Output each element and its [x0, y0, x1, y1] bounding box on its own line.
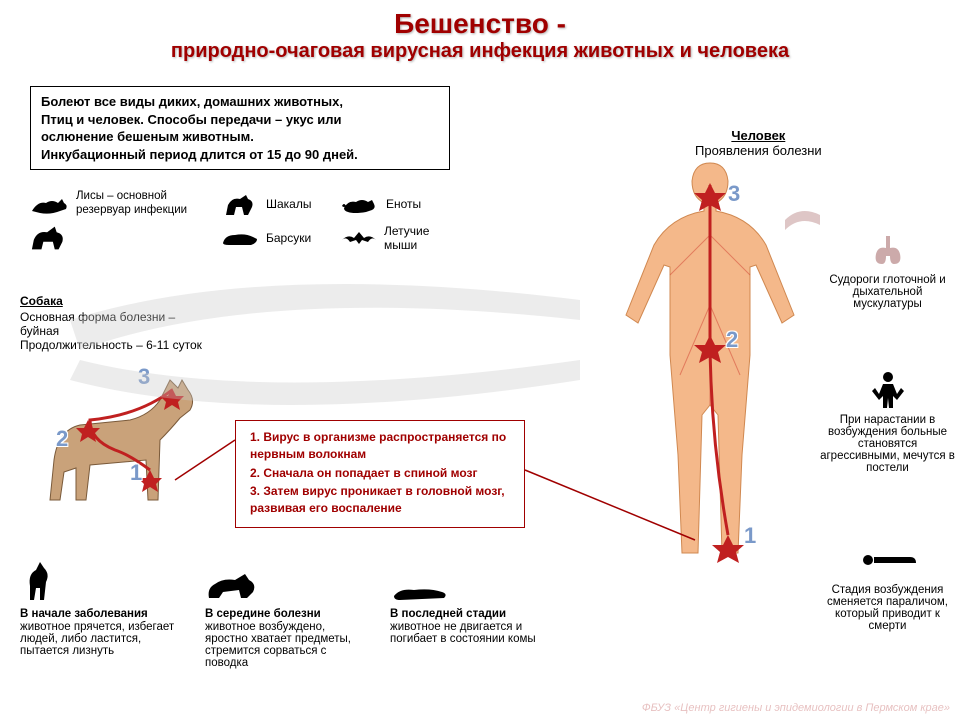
connector-human	[520, 460, 700, 550]
intro-box: Болеют все виды диких, домашних животных…	[30, 86, 450, 170]
symptom-3: Стадия возбуждения сменяется параличом, …	[820, 540, 955, 632]
human-title: Человек	[695, 128, 822, 143]
person-agitated-icon	[820, 370, 955, 410]
animal-label: Летучие мыши	[384, 224, 450, 252]
symptom-1: Судороги глоточной и дыхательной мускула…	[820, 230, 955, 310]
animal-label: Шакалы	[266, 197, 312, 211]
virus-steps-box: Вирус в организме распространяется по не…	[235, 420, 525, 528]
title-main: Бешенство -	[0, 8, 960, 40]
symptom-text: Стадия возбуждения сменяется параличом, …	[820, 584, 955, 632]
stage-text: животное прячется, избегает людей, либо …	[20, 621, 185, 657]
intro-line: Птиц и человек. Способы передачи – укус …	[41, 111, 439, 129]
lungs-icon	[820, 230, 955, 270]
person-lying-icon	[820, 540, 955, 580]
raccoon-icon	[340, 191, 380, 217]
animal-label: Еноты	[386, 197, 421, 211]
dog-num-2: 2	[56, 426, 68, 452]
animal-label: Барсуки	[266, 231, 311, 245]
stage-title: В начале заболевания	[20, 608, 185, 620]
symptom-text: Судороги глоточной и дыхательной мускула…	[820, 274, 955, 310]
virus-step: Затем вирус проникает в головной мозг, р…	[250, 483, 514, 517]
dog-section: Собака Основная форма болезни – буйная П…	[20, 294, 202, 352]
title-sub: природно-очаговая вирусная инфекция живо…	[0, 40, 960, 63]
virus-step: Сначала он попадает в спиной мозг	[250, 465, 514, 482]
stage-title: В середине болезни	[205, 608, 370, 620]
intro-line: Инкубационный период длится от 15 до 90 …	[41, 146, 439, 164]
intro-line: Болеют все виды диких, домашних животных…	[41, 93, 439, 111]
stage1-icon	[20, 560, 185, 602]
animals-grid: Лисы – основной резервуар инфекции Шакал…	[30, 190, 460, 258]
stage-col: В середине болезни животное возбуждено, …	[205, 560, 370, 669]
dog-num-3: 3	[138, 364, 150, 390]
watermark: ФБУЗ «Центр гигиены и эпидемиологии в Пе…	[642, 702, 950, 714]
dog-line: буйная	[20, 324, 202, 338]
bat-icon	[340, 225, 378, 251]
jackal-icon	[220, 191, 260, 217]
stage3-icon	[390, 560, 555, 602]
wolf-icon	[30, 225, 70, 251]
stage-title: В последней стадии	[390, 608, 555, 620]
symptom-text: При нарастании в возбуждения больные ста…	[820, 414, 955, 474]
stage2-icon	[205, 560, 370, 602]
dog-stages: В начале заболевания животное прячется, …	[20, 560, 560, 669]
dog-num-1: 1	[130, 460, 142, 486]
stage-text: животное возбуждено, яростно хватает пре…	[205, 621, 370, 669]
dog-title: Собака	[20, 294, 202, 308]
human-num-2: 2	[726, 327, 738, 353]
badger-icon	[220, 225, 260, 251]
human-num-3: 3	[728, 181, 740, 207]
symptom-2: При нарастании в возбуждения больные ста…	[820, 370, 955, 474]
arrow-sym1	[780, 200, 830, 240]
stage-text: животное не двигается и погибает в состо…	[390, 621, 555, 645]
dog-line: Основная форма болезни –	[20, 310, 202, 324]
animal-label: Лисы – основной резервуар инфекции	[76, 190, 220, 218]
virus-step: Вирус в организме распространяется по не…	[250, 429, 514, 463]
dog-line: Продолжительность – 6-11 суток	[20, 338, 202, 352]
human-header: Человек Проявления болезни	[695, 128, 822, 158]
human-num-1: 1	[744, 523, 756, 549]
stage-col: В начале заболевания животное прячется, …	[20, 560, 185, 669]
fox-icon	[30, 191, 70, 217]
connector-dog	[170, 430, 240, 490]
title-block: Бешенство - природно-очаговая вирусная и…	[0, 0, 960, 67]
intro-line: ослюнение бешеным животным.	[41, 128, 439, 146]
stage-col: В последней стадии животное не двигается…	[390, 560, 555, 669]
